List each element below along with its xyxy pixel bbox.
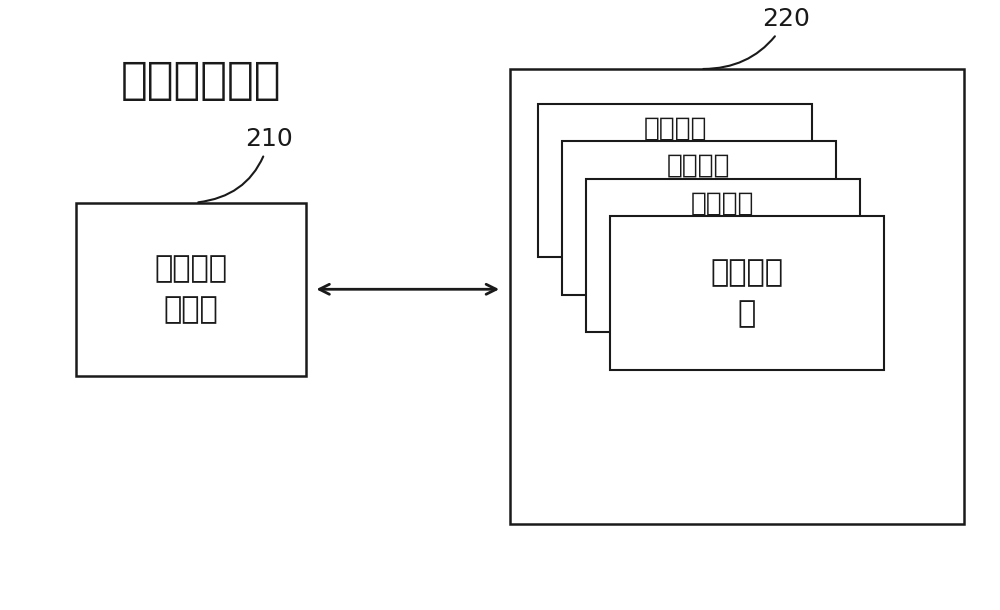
Bar xyxy=(610,217,884,370)
Bar xyxy=(562,142,836,295)
Bar xyxy=(76,203,306,376)
Text: 210: 210 xyxy=(198,127,293,203)
Text: 特定乘加: 特定乘加 xyxy=(643,115,707,142)
Bar xyxy=(510,69,964,525)
Text: 浮点数控
制电路: 浮点数控 制电路 xyxy=(154,254,227,324)
Text: 算术逻辑单元: 算术逻辑单元 xyxy=(121,59,282,102)
Text: 220: 220 xyxy=(703,7,810,69)
Text: 特定乘加
器: 特定乘加 器 xyxy=(710,259,783,328)
Bar xyxy=(538,104,812,257)
Text: 特定乘加: 特定乘加 xyxy=(667,153,731,179)
Bar xyxy=(586,179,860,332)
Text: 特定乘加: 特定乘加 xyxy=(691,191,755,217)
